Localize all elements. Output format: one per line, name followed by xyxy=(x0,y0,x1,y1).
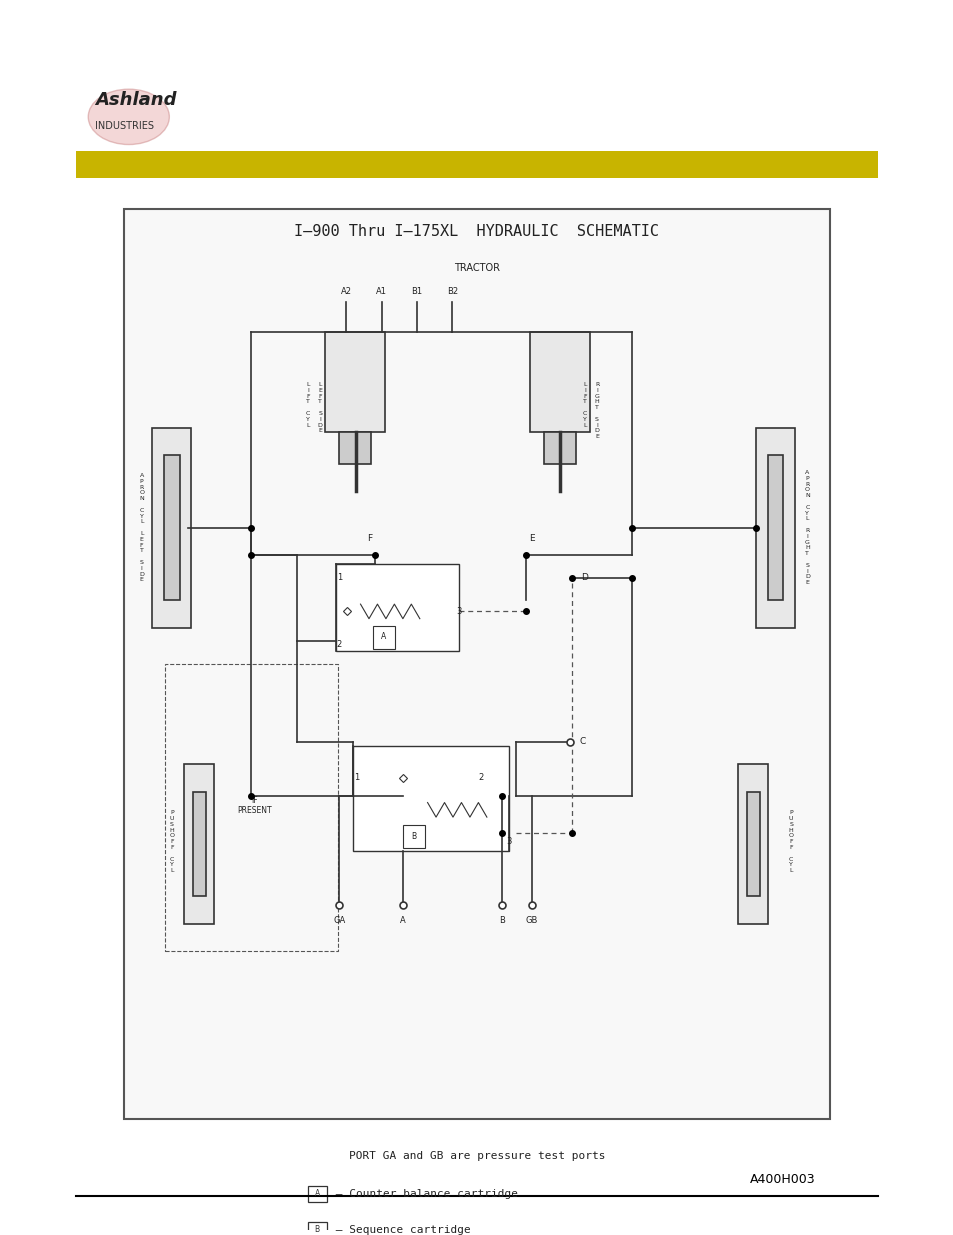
Bar xyxy=(165,664,337,951)
Text: 3: 3 xyxy=(505,837,511,846)
Bar xyxy=(164,454,179,600)
Text: B1: B1 xyxy=(411,287,422,295)
Text: I–900 Thru I–175XL  HYDRAULIC  SCHEMATIC: I–900 Thru I–175XL HYDRAULIC SCHEMATIC xyxy=(294,225,659,240)
Text: L
E
F
T
 
S
I
D
E: L E F T S I D E xyxy=(317,382,322,433)
Bar xyxy=(746,792,760,897)
Text: PORT GA and GB are pressure test ports: PORT GA and GB are pressure test ports xyxy=(349,1151,604,1161)
Text: IF
PRESENT: IF PRESENT xyxy=(237,795,272,815)
Text: B: B xyxy=(411,831,416,841)
Bar xyxy=(325,332,385,432)
Bar xyxy=(152,427,191,627)
Text: E: E xyxy=(529,534,535,543)
Bar xyxy=(184,764,213,924)
Bar xyxy=(76,152,877,178)
Bar xyxy=(307,1186,326,1202)
Text: B: B xyxy=(314,1225,319,1235)
Bar xyxy=(767,454,782,600)
Text: 2: 2 xyxy=(336,640,341,648)
Text: 1: 1 xyxy=(336,573,341,582)
Bar xyxy=(402,825,425,848)
Bar xyxy=(353,746,508,851)
Text: 2: 2 xyxy=(477,773,482,783)
Text: L
I
F
T
 
C
Y
L: L I F T C Y L xyxy=(306,382,310,427)
Bar xyxy=(339,432,371,464)
Bar xyxy=(372,626,395,648)
Text: A: A xyxy=(314,1189,319,1198)
Text: – Counter balance cartridge: – Counter balance cartridge xyxy=(328,1188,517,1199)
Text: – Sequence cartridge: – Sequence cartridge xyxy=(328,1225,470,1235)
Bar xyxy=(543,432,576,464)
Text: P
U
S
H
O
F
F
 
C
Y
L: P U S H O F F C Y L xyxy=(788,810,793,873)
Text: Ashland: Ashland xyxy=(95,90,176,109)
Text: INDUSTRIES: INDUSTRIES xyxy=(95,121,154,131)
Bar xyxy=(335,564,459,651)
Text: A2: A2 xyxy=(340,287,352,295)
Text: A1: A1 xyxy=(375,287,387,295)
Text: TRACTOR: TRACTOR xyxy=(454,263,499,273)
Text: B2: B2 xyxy=(446,287,457,295)
Text: 3: 3 xyxy=(456,606,461,616)
Text: A: A xyxy=(381,632,386,641)
Text: A
P
R
O
N
 
C
Y
L
 
R
I
G
H
T
 
S
I
D
E: A P R O N C Y L R I G H T S I D E xyxy=(804,471,809,585)
Bar xyxy=(193,792,206,897)
Text: GA: GA xyxy=(333,916,345,925)
Text: F: F xyxy=(367,534,372,543)
Text: A
P
R
O
N
 
C
Y
L
 
L
E
F
T
 
S
I
D
E: A P R O N C Y L L E F T S I D E xyxy=(139,473,144,583)
Text: B: B xyxy=(498,916,504,925)
Text: A400H003: A400H003 xyxy=(749,1173,814,1187)
Bar xyxy=(124,209,829,1119)
Text: A: A xyxy=(399,916,405,925)
Bar xyxy=(529,332,589,432)
Text: L
I
F
T
 
C
Y
L: L I F T C Y L xyxy=(582,382,587,427)
Text: 1: 1 xyxy=(354,773,359,783)
Bar xyxy=(307,1221,326,1235)
Text: R
I
G
H
T
 
S
I
D
E: R I G H T S I D E xyxy=(594,382,598,440)
Text: D: D xyxy=(580,573,587,582)
Text: GB: GB xyxy=(525,916,537,925)
Bar xyxy=(738,764,767,924)
Bar xyxy=(755,427,794,627)
Text: P
U
S
H
O
F
F
 
C
Y
L: P U S H O F F C Y L xyxy=(170,810,174,873)
Ellipse shape xyxy=(89,89,170,144)
Text: C: C xyxy=(579,737,585,746)
